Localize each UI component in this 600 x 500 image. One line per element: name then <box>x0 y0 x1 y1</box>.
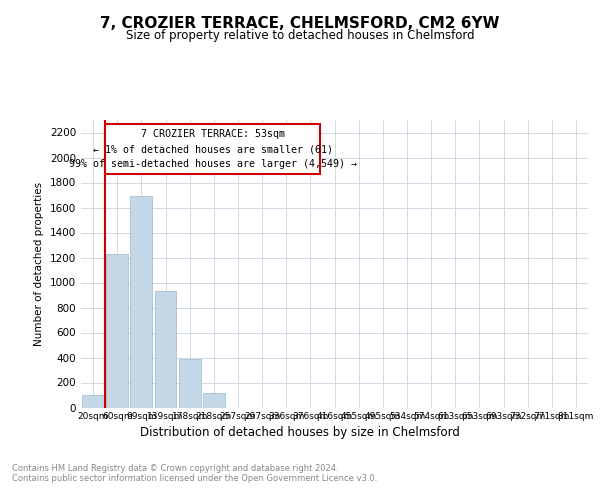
Bar <box>179 359 200 408</box>
Text: 7, CROZIER TERRACE, CHELMSFORD, CM2 6YW: 7, CROZIER TERRACE, CHELMSFORD, CM2 6YW <box>100 16 500 31</box>
Y-axis label: Number of detached properties: Number of detached properties <box>34 182 44 346</box>
Bar <box>130 196 152 408</box>
Bar <box>105 124 320 174</box>
Bar <box>106 254 128 408</box>
Text: Distribution of detached houses by size in Chelmsford: Distribution of detached houses by size … <box>140 426 460 439</box>
Bar <box>155 291 176 408</box>
Text: 7 CROZIER TERRACE: 53sqm
← 1% of detached houses are smaller (61)
99% of semi-de: 7 CROZIER TERRACE: 53sqm ← 1% of detache… <box>68 130 356 169</box>
Text: Contains HM Land Registry data © Crown copyright and database right 2024.
Contai: Contains HM Land Registry data © Crown c… <box>12 464 377 483</box>
Text: Size of property relative to detached houses in Chelmsford: Size of property relative to detached ho… <box>125 29 475 42</box>
Bar <box>82 395 104 407</box>
Bar <box>203 392 224 407</box>
